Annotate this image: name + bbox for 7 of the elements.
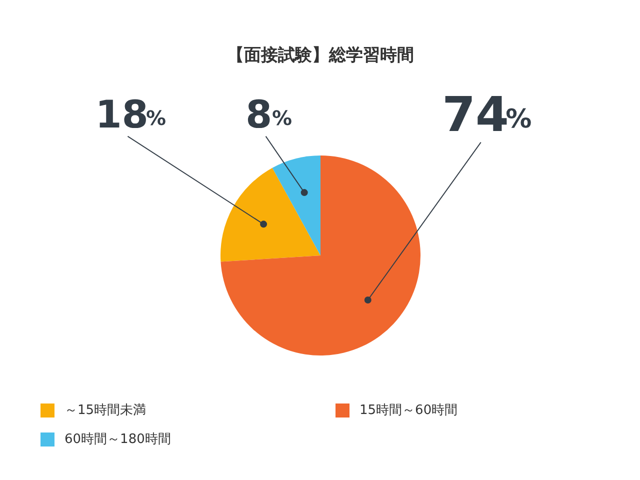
chart-title: 【面接試験】総学習時間 bbox=[227, 46, 414, 66]
legend-label: 15時間～60時間 bbox=[360, 403, 458, 418]
data-label: 8% bbox=[246, 92, 292, 136]
data-label: 18% bbox=[95, 92, 166, 136]
legend-label: 60時間～180時間 bbox=[64, 432, 171, 447]
legend-label: ～15時間未満 bbox=[64, 403, 146, 418]
data-label: 74% bbox=[442, 87, 532, 143]
